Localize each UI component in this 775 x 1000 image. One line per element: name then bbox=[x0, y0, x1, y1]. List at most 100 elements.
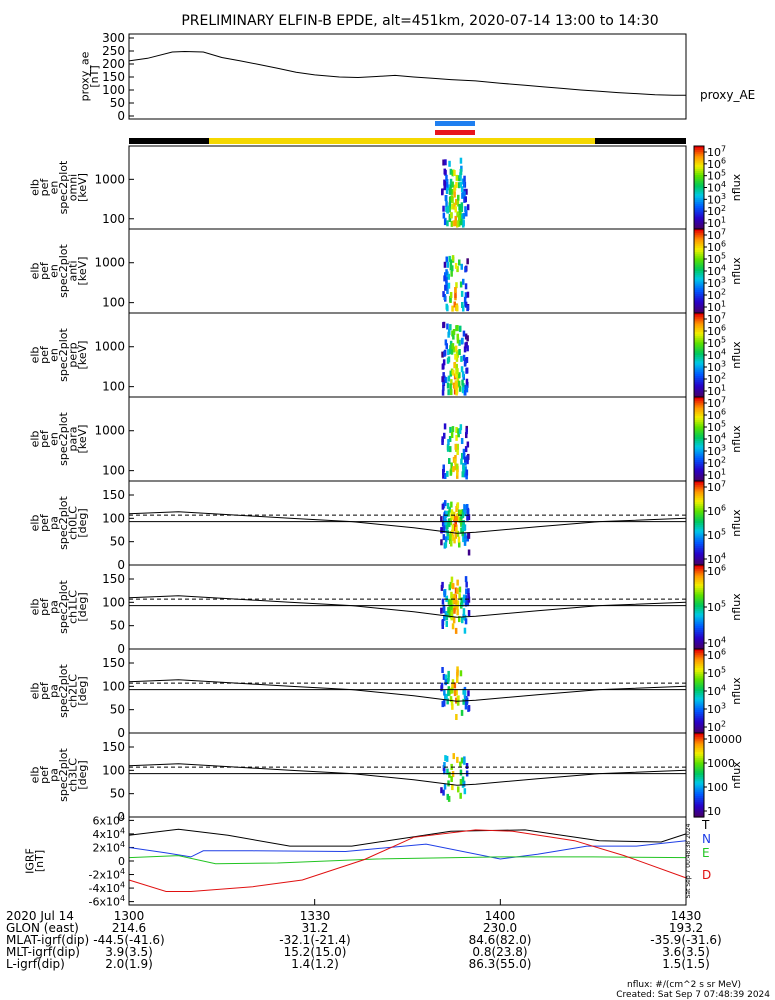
panel-pef-ch1LC-pixel bbox=[443, 590, 446, 597]
panel-pef-ch0LC-ytick-label: 50 bbox=[110, 535, 125, 549]
panel-pef-ch0LC-colorbar-color-step bbox=[694, 550, 704, 553]
panel-pef-omni-pixel bbox=[455, 198, 458, 205]
panel-pef-omni-ylabel-line: pef bbox=[38, 178, 51, 197]
panel-pef-ch3LC-pixel bbox=[451, 784, 454, 791]
panel-pef-perp-colorbar-color-step bbox=[694, 380, 704, 383]
panel-pef-ch2LC-pixel bbox=[459, 670, 463, 677]
igrf-ytick-label: -2x104 bbox=[88, 867, 125, 881]
panel-pef-ch1LC-colorbar-tick-label: 104 bbox=[707, 636, 726, 650]
panel-pef-ch1LC-ytick-label: 50 bbox=[110, 619, 125, 633]
panel-pef-anti-pixel bbox=[464, 283, 468, 290]
panel-pef-ch0LC-colorbar-color-step bbox=[694, 537, 704, 541]
panel-pef-perp-pixel bbox=[450, 389, 453, 396]
panel-pef-ch3LC-colorbar-color-step bbox=[694, 766, 704, 770]
panel-pef-anti-frame bbox=[128, 228, 687, 314]
panel-pef-ch2LC-pixel bbox=[445, 693, 448, 700]
panel-pef-perp-colorbar-color-step bbox=[694, 367, 704, 371]
panel-pef-perp-colorbar-color-step bbox=[694, 392, 704, 396]
panel-pef-omni-pixel bbox=[450, 195, 454, 202]
panel-pef-ch1LC-pixel bbox=[455, 603, 458, 610]
panel-pef-ch2LC-colorbar-color-step bbox=[694, 720, 704, 724]
panel-pef-anti-colorbar-color-step bbox=[694, 266, 704, 270]
panel-pef-para-colorbar-color-step bbox=[694, 466, 704, 469]
panel-pef-anti-colorbar-color-step bbox=[694, 275, 704, 278]
panel-pef-perp-colorbar-color-step bbox=[694, 340, 704, 343]
panel-pef-ch2LC-pixel bbox=[467, 690, 470, 697]
panel-pef-ch0LC-pixel bbox=[444, 519, 447, 526]
panel-pef-ch2LC-ylabel-line: ch2LC bbox=[66, 674, 79, 708]
footer-row-label: 2020 Jul 14 bbox=[6, 909, 74, 923]
panel-pef-ch0LC-pixel bbox=[461, 512, 465, 519]
panel-pef-omni-pixel bbox=[463, 196, 466, 203]
panel-pef-ch2LC-ytick-label: 0 bbox=[117, 726, 125, 740]
panel-pef-anti-pixel bbox=[451, 305, 454, 312]
panel-pef-ch2LC-colorbar-color-step bbox=[694, 678, 704, 682]
panel-pef-omni-pixel bbox=[451, 170, 454, 177]
panel-pef-omni-colorbar-color-step bbox=[694, 206, 704, 209]
panel-pef-ch3LC-ylabel-line: pef bbox=[38, 765, 51, 784]
panel-pef-ch3LC-colorbar-color-step bbox=[694, 793, 704, 797]
panel-pef-anti-ytick-label: 1000 bbox=[94, 256, 125, 270]
panel-pef-ch1LC-colorbar-color-step bbox=[694, 569, 704, 572]
panel-pef-anti-pixel bbox=[449, 292, 453, 298]
panel-pef-omni-colorbar-color-step bbox=[694, 166, 704, 170]
panel-pef-perp-pixel bbox=[449, 370, 452, 377]
panel-pef-para-ylabel-line: para bbox=[66, 427, 79, 452]
panel-pef-para-colorbar-color-step bbox=[694, 407, 704, 411]
panel-pef-perp-pixel bbox=[451, 343, 455, 350]
panel-pef-perp-pixel bbox=[452, 369, 455, 376]
panel-pef-perp-ylabel-line: pef bbox=[38, 345, 51, 364]
footer-row-value: 31.2 bbox=[302, 921, 329, 935]
panel-pef-omni-colorbar-color-step bbox=[694, 208, 704, 211]
panel-pef-para-pixel bbox=[442, 464, 445, 471]
panel-pef-ch2LC-colorbar-color-step bbox=[694, 667, 704, 671]
footer-row-value: 0.8(23.8) bbox=[472, 945, 527, 959]
panel-pef-ch1LC-pixel bbox=[455, 598, 458, 605]
footer-row-value: -44.5(-41.6) bbox=[93, 933, 164, 947]
panel-pef-ch2LC-pixel bbox=[440, 685, 443, 692]
panel-pef-ch1LC-colorbar-color-step bbox=[694, 609, 704, 612]
panel-pef-ch1LC-pixel bbox=[456, 588, 459, 595]
panel-pef-ch1LC-pixel bbox=[454, 587, 458, 594]
panel-pef-perp-pixel bbox=[452, 333, 455, 340]
panel-pef-perp-pixel bbox=[450, 343, 453, 350]
panel-pef-ch1LC-ylabel-line: ch1LC bbox=[66, 590, 79, 624]
panel-pef-omni-pixel bbox=[444, 195, 448, 202]
panel-pef-ch1LC-pixel bbox=[456, 579, 459, 586]
panel-pef-perp-colorbar-color-step bbox=[694, 342, 704, 346]
panel-pef-ch2LC-pixel bbox=[467, 705, 470, 712]
panel-pef-para-colorbar-color-step bbox=[694, 430, 704, 434]
panel-pef-ch0LC-frame bbox=[128, 480, 687, 566]
panel-pef-anti-colorbar-color-step bbox=[694, 262, 704, 266]
panel-pef-para-colorbar-tick-label: 103 bbox=[707, 444, 726, 458]
panel-pef-ch0LC-ylabel-line: spec2plot bbox=[57, 496, 70, 550]
panel-pef-ch0LC-colorbar-color-step bbox=[694, 495, 704, 499]
panel-pef-omni-colorbar-color-step bbox=[694, 148, 704, 151]
panel-pef-para-pixel bbox=[452, 466, 455, 473]
panel-pef-omni-pixel bbox=[455, 181, 458, 188]
panel-pef-omni-colorbar-tick-label: 106 bbox=[707, 156, 726, 170]
panel-pef-anti-colorbar-tick-label: 106 bbox=[707, 240, 726, 254]
panel-pef-para-pixel bbox=[452, 456, 456, 463]
panel-pef-ch1LC-pixel bbox=[464, 595, 468, 602]
panel-pef-ch3LC-ylabel-line: [deg] bbox=[76, 760, 89, 789]
proxy-ae-legend: proxy_AE bbox=[700, 88, 755, 102]
panel-pef-omni-pixel bbox=[457, 220, 461, 227]
panel-pef-ch1LC-pixel bbox=[463, 627, 467, 634]
panel-pef-para-ylabel-line: elb bbox=[28, 431, 41, 448]
panel-pef-anti-colorbar-color-step bbox=[694, 300, 704, 304]
panel-pef-perp-pixel bbox=[455, 389, 458, 396]
panel-pef-ch1LC-colorbar-color-step bbox=[694, 615, 704, 619]
panel-pef-para-pixel bbox=[444, 473, 447, 479]
panel-pef-omni-pixel bbox=[447, 184, 450, 191]
panel-pef-ch3LC-ylabel-line: ch3LC bbox=[66, 758, 79, 792]
panel-pef-perp-pixel bbox=[442, 321, 446, 328]
panel-pef-ch0LC-loss-cone-line bbox=[128, 511, 687, 534]
panel-pef-ch3LC-colorbar-color-step bbox=[694, 756, 704, 759]
panel-pef-ch0LC-pixel bbox=[458, 509, 461, 516]
panel-pef-ch3LC-pixel bbox=[459, 761, 462, 768]
proxy-ae-ytick-label: 300 bbox=[102, 31, 125, 45]
panel-pef-perp-pixel bbox=[441, 376, 444, 383]
panel-pef-ch0LC-pixel bbox=[446, 530, 449, 537]
panel-pef-anti-colorbar-color-step bbox=[694, 235, 704, 238]
